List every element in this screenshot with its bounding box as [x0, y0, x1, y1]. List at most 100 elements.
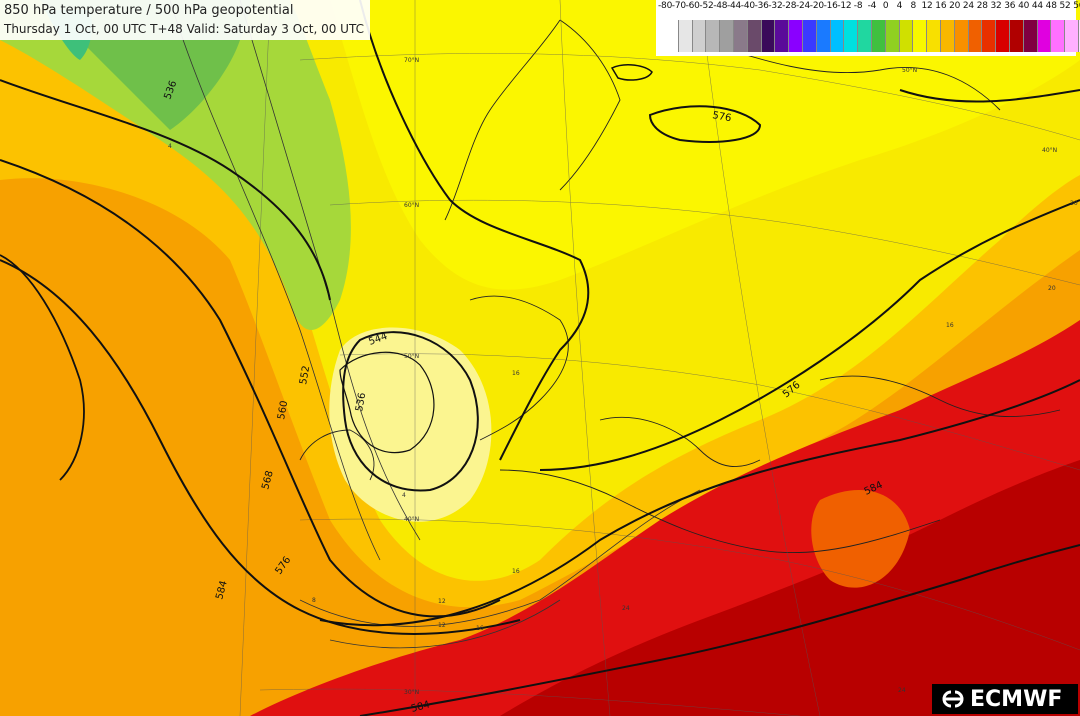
- coastlines: [299, 19, 1061, 554]
- legend-swatch: [733, 20, 748, 52]
- legend-label: -80: [658, 1, 673, 11]
- legend-swatch: [816, 20, 831, 52]
- legend-swatch: [913, 20, 928, 52]
- legend-swatch: [720, 20, 734, 52]
- legend-swatch: [871, 20, 886, 52]
- legend-label: 24: [962, 1, 974, 11]
- map-title-box: 850 hPa temperature / 500 hPa geopotenti…: [0, 0, 370, 40]
- legend-label: 32: [990, 1, 1002, 11]
- legend-swatch: [968, 20, 983, 52]
- legend-swatch: [1037, 20, 1052, 52]
- geopotential-label: 536: [354, 392, 368, 413]
- legend-label: -28: [782, 1, 797, 11]
- color-legend: -80-70-60-52 -4 8 -44-40-36-32-28-24-20-16-…: [656, 0, 1080, 56]
- legend-label: -24: [795, 1, 811, 11]
- legend-swatch: [899, 20, 914, 52]
- legend-swatch: [1023, 20, 1038, 52]
- latitude-label: 50°N: [902, 67, 917, 74]
- legend-label: 16: [935, 1, 947, 11]
- legend-swatch: [982, 20, 997, 52]
- ecmwf-logo-icon: [940, 689, 966, 709]
- isotherm-label: 24: [622, 605, 630, 612]
- legend-label: 20: [949, 1, 961, 11]
- legend-label: -70: [671, 1, 686, 11]
- isotherm-label: 16: [512, 568, 520, 575]
- legend-label: -44: [726, 1, 742, 11]
- legend-label: 56: [1073, 1, 1080, 11]
- legend-label: -40: [740, 1, 755, 11]
- legend-swatch: [692, 20, 707, 52]
- legend-swatch: [858, 20, 872, 52]
- legend-label: -12: [837, 1, 852, 11]
- isotherm-label: 16: [476, 625, 484, 632]
- geopotential-label: 584: [214, 579, 230, 600]
- legend-swatch: [927, 20, 941, 52]
- legend-label: -36: [754, 1, 769, 11]
- legend-swatch: [954, 20, 969, 52]
- legend-swatch: [1051, 20, 1066, 52]
- latitude-label: 60°N: [404, 202, 419, 209]
- legend-label: -20: [809, 1, 824, 11]
- legend-label: 48: [1045, 1, 1057, 11]
- legend-labels: -80-70-60-52 -4 8 -44-40-36-32-28-24-20-16-…: [658, 1, 1080, 15]
- legend-swatches: [665, 20, 1080, 52]
- latitude-label: 70°N: [404, 57, 419, 64]
- legend-label: 28: [976, 1, 988, 11]
- legend-label: 36: [1004, 1, 1016, 11]
- latitude-label: 40°N: [1042, 147, 1057, 154]
- legend-swatch: [885, 20, 900, 52]
- geopotential-label: 576: [711, 110, 732, 124]
- ecmwf-logo-text: ECMWF: [970, 686, 1063, 712]
- legend-label: 52: [1059, 1, 1071, 11]
- graticule: [239, 0, 1080, 716]
- legend-swatch: [996, 20, 1010, 52]
- legend-swatch: [747, 20, 762, 52]
- cold-pool-paleyellow: [329, 327, 492, 522]
- temperature-field-green: [0, 0, 351, 330]
- legend-label: 12: [921, 1, 933, 11]
- isotherm-label: 12: [438, 622, 446, 629]
- legend-swatch: [789, 20, 803, 52]
- legend-label: -60: [685, 1, 700, 11]
- legend-label: 8: [910, 1, 916, 11]
- isotherm-label: 12: [438, 598, 446, 605]
- legend-swatch: [830, 20, 845, 52]
- legend-label: 40: [1018, 1, 1030, 11]
- geopotential-label: 584: [410, 699, 431, 715]
- isotherm-label: 16: [946, 322, 954, 329]
- isotherm-label: 4: [168, 143, 172, 150]
- map-subtitle: Thursday 1 Oct, 00 UTC T+48 Valid: Satur…: [4, 22, 364, 36]
- legend-swatch: [665, 20, 679, 52]
- legend-swatch: [802, 20, 817, 52]
- temperature-field-lightyellow: [330, 0, 1080, 290]
- legend-label: -16: [823, 1, 838, 11]
- latitude-label: 40°N: [404, 516, 419, 523]
- legend-label: 0: [882, 1, 889, 11]
- legend-label: 4: [896, 1, 903, 11]
- legend-label: 44: [1031, 1, 1043, 11]
- latitude-label: 30°N: [404, 689, 419, 696]
- legend-swatch: [844, 20, 859, 52]
- legend-swatch: [678, 20, 693, 52]
- ecmwf-logo[interactable]: ECMWF: [932, 684, 1078, 714]
- geopotential-label: 568: [260, 469, 276, 490]
- isotherm-label: 4: [402, 492, 406, 499]
- legend-swatch: [940, 20, 955, 52]
- legend-label: -32: [768, 1, 783, 11]
- map-title: 850 hPa temperature / 500 hPa geopotenti…: [4, 3, 294, 18]
- legend-label: -52: [699, 1, 714, 11]
- geopotential-label: 560: [276, 400, 290, 421]
- legend-swatch: [761, 20, 776, 52]
- legend-label: -4: [867, 1, 877, 11]
- isotherm-label: 20: [1070, 200, 1078, 207]
- legend-swatch: [1009, 20, 1024, 52]
- isotherm-label: 16: [512, 370, 520, 377]
- isotherm-label: 24: [898, 687, 906, 694]
- isotherm-label: 8: [312, 597, 316, 604]
- legend-swatch: [1078, 20, 1080, 52]
- temperature-field-darkred: [500, 460, 1080, 716]
- legend-swatch: [1065, 20, 1079, 52]
